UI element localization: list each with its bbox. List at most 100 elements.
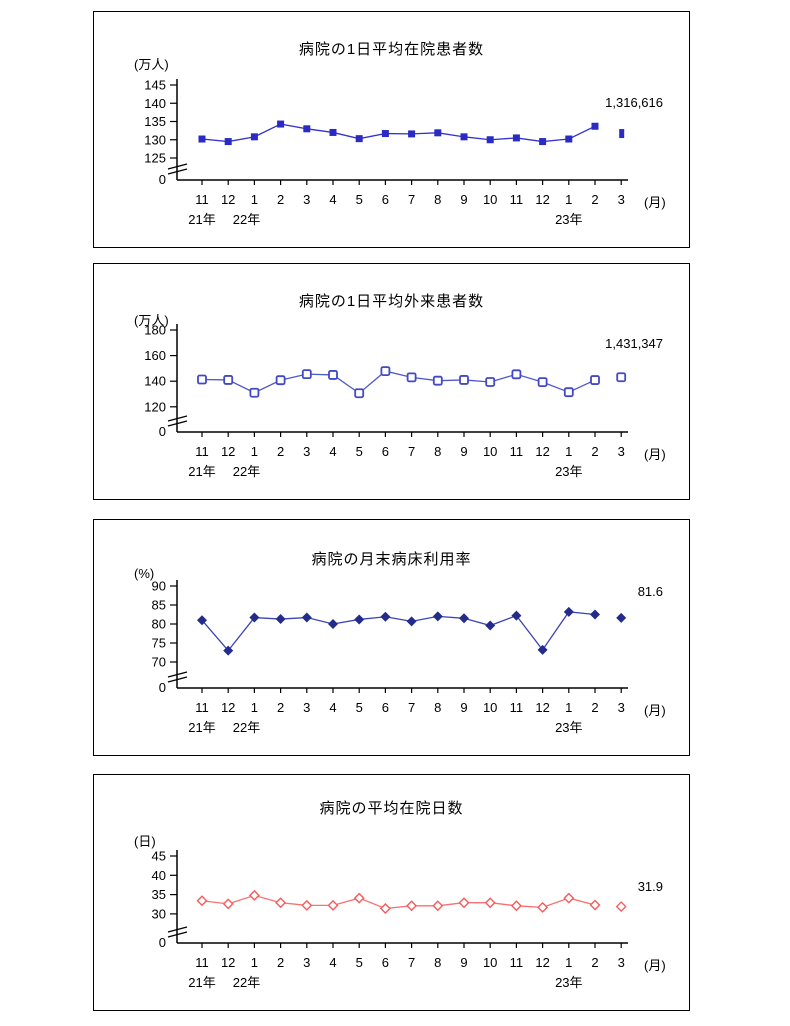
data-point-marker [249,612,260,623]
y-zero-label: 0 [159,935,166,950]
data-point-marker [224,138,232,146]
year-label: 21年 [188,212,215,227]
axis-break-mark [167,163,188,170]
data-point-marker [485,620,496,631]
month-label: 12 [221,700,235,715]
year-label: 23年 [555,464,582,479]
data-point-marker [354,388,365,399]
month-label: 7 [408,955,415,970]
data-point-marker [197,615,207,626]
data-point-marker [512,134,520,142]
month-label: 12 [221,444,235,459]
data-point-marker [380,611,391,622]
latest-value-label: 1,316,616 [605,95,663,110]
data-point-marker [537,644,548,655]
month-label: 10 [483,955,497,970]
data-line [201,123,596,143]
data-point-marker [198,135,206,143]
data-point-marker [432,900,444,912]
data-point-marker [355,135,363,143]
month-label: 5 [356,192,363,207]
month-label: 1 [251,700,258,715]
axis-break-mark [167,671,188,678]
month-label: 4 [329,955,336,970]
y-tick-label: 120 [144,399,166,414]
y-tick-label: 140 [144,374,166,389]
data-point-marker [354,614,365,625]
year-label: 23年 [555,975,582,990]
data-point-marker [484,897,496,909]
data-point-marker [406,372,417,383]
month-label: 2 [591,444,598,459]
chart-title: 病院の1日平均外来患者数 [298,293,485,310]
data-point-marker [249,387,260,398]
data-point-marker [381,130,389,138]
y-tick-label: 140 [144,96,166,111]
data-point-marker [432,375,443,386]
month-label: 11 [510,444,524,459]
month-label: 5 [356,700,363,715]
data-point-marker [565,135,573,143]
data-point-marker [328,370,338,380]
month-label: 6 [382,955,389,970]
month-label: 9 [460,444,467,459]
month-label: 2 [277,955,284,970]
data-point-marker [196,895,208,907]
data-point-marker [537,377,548,387]
latest-value-label: 81.6 [637,584,663,599]
month-label: 11 [195,700,209,715]
month-label: 3 [303,192,310,207]
data-point-marker [432,611,443,622]
month-label: 5 [356,444,363,459]
data-point-marker [353,892,365,904]
y-axis-unit-label: (万人) [134,57,169,72]
y-axis-unit-label: (万人) [134,313,169,328]
month-label: 5 [356,955,363,970]
month-label: 6 [382,700,389,715]
y-tick-label: 130 [144,132,166,147]
data-point-marker [510,900,522,912]
data-point-marker [615,901,627,913]
chart-title: 病院の月末病床利用率 [311,551,472,568]
data-point-marker [486,136,494,144]
chart-panel-avg-length-of-stay: 45 40 35 30 0 11 12 1 2 3 4 5 6 7 8 9 10 11 12 1 2 3 21年 22年 23年… [93,774,690,1011]
data-point-marker [275,897,287,909]
month-label: 4 [329,700,336,715]
data-point-marker [511,610,522,621]
x-axis-unit-label: (月) [644,195,666,210]
month-label: 9 [460,192,467,207]
latest-value-label: 1,431,347 [605,336,663,351]
month-label: 1 [251,444,258,459]
month-label: 4 [329,444,336,459]
x-axis-unit-label: (月) [644,958,666,973]
chart-title: 病院の平均在院日数 [319,800,464,817]
data-point-marker [408,130,416,138]
month-label: 12 [535,444,549,459]
month-label: 3 [618,700,625,715]
data-point-marker [434,129,442,137]
data-point-marker [301,612,312,623]
axis-break-mark [167,931,188,938]
x-axis-unit-label: (月) [644,447,666,462]
data-point-marker [406,900,418,912]
data-point-marker [379,903,391,914]
month-label: 12 [535,955,549,970]
y-axis-unit-label: (日) [134,834,156,849]
data-point-marker [616,372,627,383]
data-point-marker [539,138,547,146]
month-label: 2 [277,444,284,459]
month-label: 11 [510,192,524,207]
month-label: 8 [434,444,441,459]
month-label: 1 [565,192,572,207]
data-point-marker [590,609,600,620]
y-tick-label: 135 [144,114,166,129]
x-axis-unit-label: (月) [644,703,666,718]
data-point-marker [303,125,311,133]
month-label: 3 [618,444,625,459]
axis-break-mark [167,415,188,422]
month-label: 12 [535,192,549,207]
y-axis-unit-label: (%) [134,566,155,581]
data-point-marker [301,369,312,380]
month-label: 11 [510,955,524,970]
